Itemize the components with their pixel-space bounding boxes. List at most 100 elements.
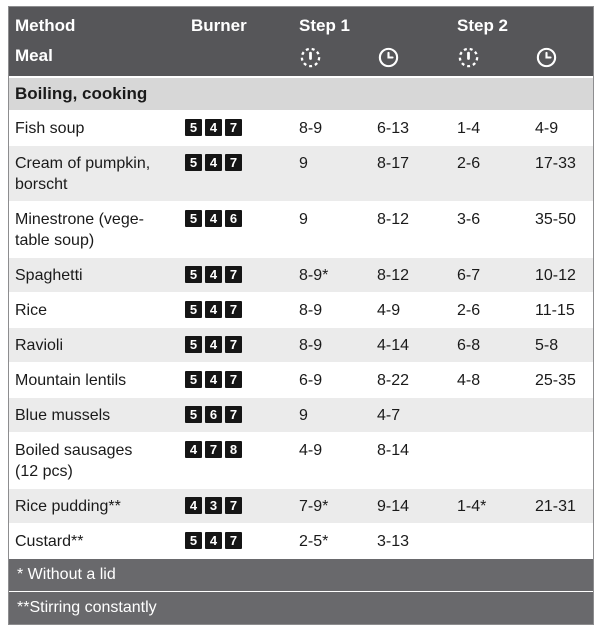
step2-power-value: 4-8 <box>457 372 481 389</box>
step1-power-value: 9 <box>299 407 308 424</box>
step1-time-value: 9-14 <box>377 498 410 515</box>
header-line-2: Meal <box>9 45 593 69</box>
step2-time-value: 11-15 <box>535 302 575 319</box>
table-row: Ravioli 5 4 7 8-9 4-14 6-8 5-8 <box>9 328 593 363</box>
burner-chip: 7 <box>225 154 242 171</box>
section-title: Boiling, cooking <box>9 78 593 111</box>
step1-power-value: 7-9* <box>299 498 329 515</box>
step1-power-value: 8-9 <box>299 120 323 137</box>
burner-chip: 6 <box>225 210 242 227</box>
footnote: * Without a lid <box>9 559 593 591</box>
step1-power-value: 8-9 <box>299 337 323 354</box>
table-row: Spaghetti 5 4 7 8-9* 8-12 6-7 10-12 <box>9 258 593 293</box>
step2-time-value: 35-50 <box>535 211 576 228</box>
step1-power-value: 9 <box>299 155 308 172</box>
step2-power-value: 3-6 <box>457 211 481 228</box>
table-row: Cream of pumpkin, borscht 5 4 7 9 8-17 2-6 17-3… <box>9 146 593 202</box>
burner-chip: 3 <box>205 497 222 514</box>
step2-time-value: 17-33 <box>535 155 576 172</box>
header-step1: Step 1 <box>299 16 351 35</box>
step1-power-level-icon <box>293 45 371 69</box>
burner-chip: 4 <box>205 266 222 283</box>
step2-time-value: 5-8 <box>535 337 559 354</box>
burner-chip: 7 <box>205 441 222 458</box>
header-step2: Step 2 <box>457 16 509 35</box>
burner-chip: 7 <box>225 406 242 423</box>
meal-name: Rice pudding** <box>15 498 121 515</box>
table-row: Rice pudding** 4 3 7 7-9* 9-14 1-4* 21-31 <box>9 489 593 524</box>
burner-chip: 4 <box>205 210 222 227</box>
table-row: Blue mussels 5 6 7 9 4-7 <box>9 398 593 433</box>
step1-power-value: 8-9 <box>299 302 323 319</box>
burner-chip: 7 <box>225 371 242 388</box>
table-row: Custard** 5 4 7 2-5* 3-13 <box>9 524 593 559</box>
header-line-1: Method Burner Step 1 Step 2 <box>9 15 593 36</box>
burner-chip: 4 <box>205 371 222 388</box>
burner-chip: 5 <box>185 154 202 171</box>
table-header: Method Burner Step 1 Step 2 Meal <box>9 7 593 78</box>
burner-chip: 4 <box>205 154 222 171</box>
step1-time-value: 8-17 <box>377 155 410 172</box>
meal-name: Custard** <box>15 533 84 550</box>
meal-name: Blue mussels <box>15 407 111 424</box>
burner-chip: 7 <box>225 532 242 549</box>
burner-chip: 7 <box>225 266 242 283</box>
cooking-settings-table: Method Burner Step 1 Step 2 Meal <box>8 6 594 625</box>
meal-name: Cream of pumpkin, borscht <box>15 155 151 193</box>
table-row: Mountain lentils 5 4 7 6-9 8-22 4-8 25-35 <box>9 363 593 398</box>
step1-time-value: 8-22 <box>377 372 410 389</box>
step2-power-value <box>451 433 529 446</box>
step2-power-value: 2-6 <box>457 155 481 172</box>
step1-power-value: 9 <box>299 211 308 228</box>
step1-time-value: 4-14 <box>377 337 410 354</box>
meal-name: Minestrone (vege- table soup) <box>15 211 144 249</box>
step2-power-value: 6-7 <box>457 267 481 284</box>
burner-chip: 5 <box>185 301 202 318</box>
burner-chip: 6 <box>205 406 222 423</box>
meal-name: Mountain lentils <box>15 372 127 389</box>
step2-time-value: 25-35 <box>535 372 576 389</box>
burner-chip: 5 <box>185 210 202 227</box>
burner-chip: 7 <box>225 336 242 353</box>
meal-name: Fish soup <box>15 120 85 137</box>
table-body: Fish soup 5 4 7 8-9 6-13 1-4 4-9 Cream of pumpki… <box>9 111 593 559</box>
burner-chip: 5 <box>185 336 202 353</box>
step2-time-value <box>529 398 593 411</box>
step2-clock-icon <box>529 45 593 69</box>
step1-time-value: 3-13 <box>377 533 410 550</box>
table-row: Minestrone (vege- table soup) 5 4 6 9 8-12 3-6… <box>9 202 593 258</box>
step2-power-value: 6-8 <box>457 337 481 354</box>
step1-time-value: 6-13 <box>377 120 410 137</box>
step1-time-value: 8-12 <box>377 211 410 228</box>
step2-power-value: 2-6 <box>457 302 481 319</box>
meal-name: Boiled sausages (12 pcs) <box>15 442 133 480</box>
step1-time-value: 8-14 <box>377 442 410 459</box>
step1-clock-icon <box>371 45 451 69</box>
burner-chip: 7 <box>225 497 242 514</box>
burner-chip: 4 <box>205 119 222 136</box>
meal-name: Ravioli <box>15 337 64 354</box>
burner-chip: 5 <box>185 406 202 423</box>
burner-chip: 4 <box>185 441 202 458</box>
burner-chip: 7 <box>225 119 242 136</box>
step2-time-value: 4-9 <box>535 120 559 137</box>
step2-time-value <box>529 433 593 446</box>
table-row: Rice 5 4 7 8-9 4-9 2-6 11-15 <box>9 293 593 328</box>
header-meal: Meal <box>15 46 53 65</box>
step1-power-value: 8-9* <box>299 267 329 284</box>
meal-name: Rice <box>15 302 48 319</box>
burner-chip: 5 <box>185 371 202 388</box>
burner-chip: 4 <box>205 532 222 549</box>
burner-chip: 4 <box>185 497 202 514</box>
burner-chip: 8 <box>225 441 242 458</box>
step1-power-value: 2-5* <box>299 533 329 550</box>
